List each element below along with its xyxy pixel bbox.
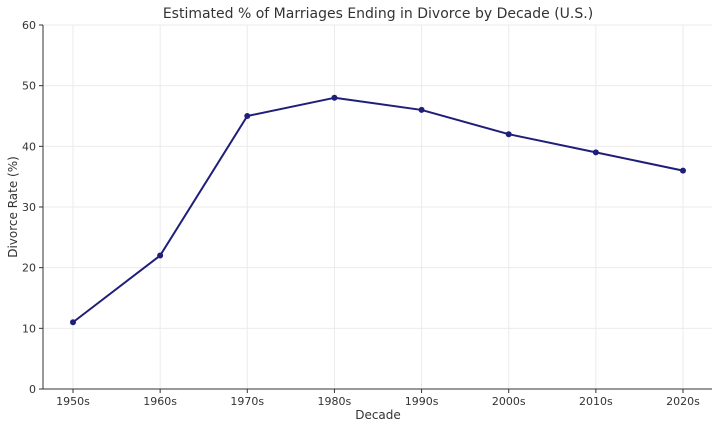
chart-title: Estimated % of Marriages Ending in Divor… bbox=[163, 6, 593, 22]
y-tick-label: 10 bbox=[22, 322, 36, 335]
y-tick-label: 20 bbox=[22, 262, 36, 275]
series-group bbox=[70, 94, 686, 326]
x-tick-labels: 1950s 1960s 1970s 1980s 1990s 2000s 2010s 2020s bbox=[56, 395, 700, 408]
x-tick-label: 1970s bbox=[230, 395, 264, 408]
data-point bbox=[418, 106, 425, 113]
x-axis-label: Decade bbox=[355, 408, 401, 422]
x-tick-label: 1980s bbox=[318, 395, 352, 408]
x-tick-label: 1960s bbox=[143, 395, 177, 408]
y-tick-label: 0 bbox=[29, 383, 36, 396]
x-tick-label: 1950s bbox=[56, 395, 90, 408]
x-tick-label: 2010s bbox=[579, 395, 613, 408]
data-point bbox=[592, 149, 599, 156]
y-tick-label: 60 bbox=[22, 19, 36, 32]
axes bbox=[39, 24, 712, 393]
data-point bbox=[244, 113, 251, 119]
x-tick-label: 2020s bbox=[666, 395, 700, 408]
data-point bbox=[70, 319, 76, 326]
x-tick-label: 2000s bbox=[492, 395, 526, 408]
y-tick-label: 50 bbox=[22, 80, 36, 93]
data-point bbox=[680, 167, 686, 174]
y-tick-label: 30 bbox=[22, 201, 36, 214]
y-tick-labels: 0 10 20 30 40 50 60 bbox=[22, 19, 36, 396]
y-tick-label: 40 bbox=[22, 140, 36, 153]
y-axis-label: Divorce Rate (%) bbox=[6, 156, 20, 258]
x-tick-label: 1990s bbox=[405, 395, 439, 408]
series-line bbox=[72, 96, 684, 324]
data-point bbox=[157, 252, 164, 259]
data-point bbox=[331, 94, 338, 101]
grid bbox=[43, 24, 712, 390]
data-point bbox=[505, 131, 512, 138]
